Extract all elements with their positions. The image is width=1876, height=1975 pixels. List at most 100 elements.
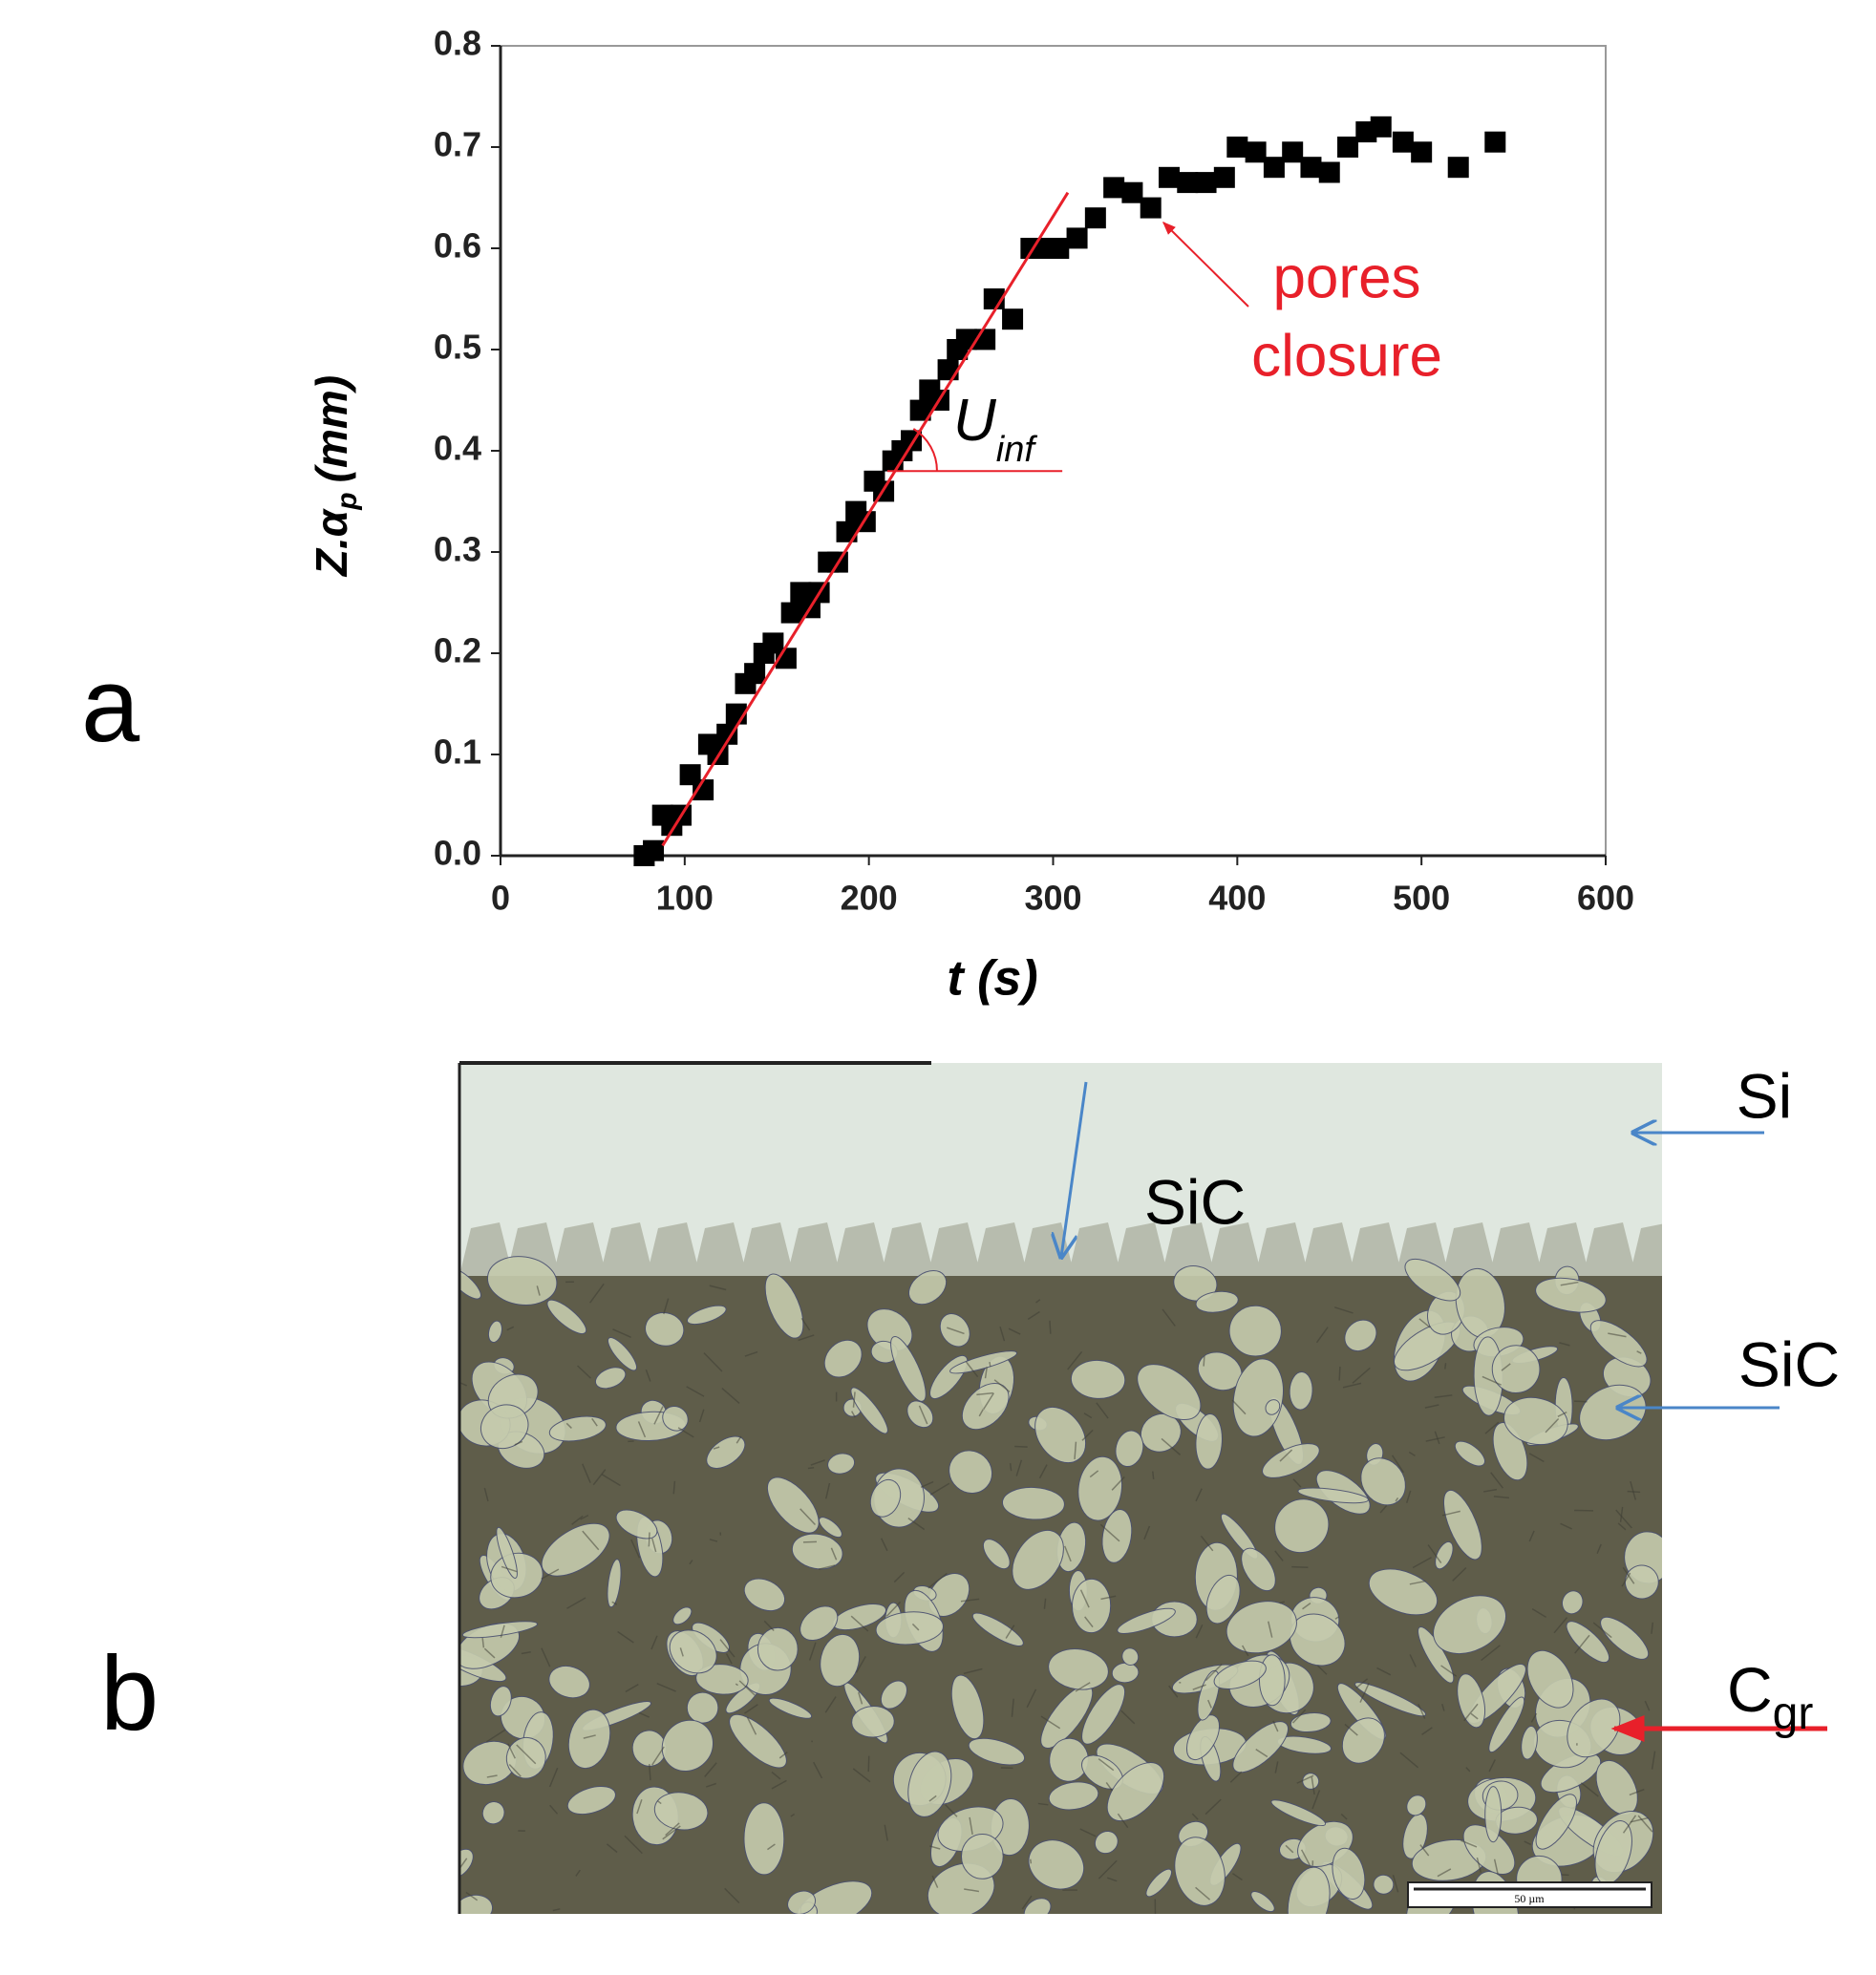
si-label: Si xyxy=(1737,1060,1793,1131)
texture-line xyxy=(1412,1557,1432,1569)
texture-line xyxy=(1409,1580,1426,1585)
texture-line xyxy=(686,1386,705,1397)
data-point xyxy=(955,329,977,350)
texture-line xyxy=(636,1799,643,1815)
texture-line xyxy=(1338,1366,1341,1381)
texture-line xyxy=(1021,1895,1033,1910)
sic-grain xyxy=(1503,1396,1568,1446)
texture-line xyxy=(1229,1771,1243,1783)
texture-line xyxy=(885,1601,902,1617)
texture-line xyxy=(1441,1510,1460,1517)
sic-grain xyxy=(1195,1413,1223,1470)
texture-line xyxy=(1333,1306,1354,1314)
texture-line xyxy=(927,1572,948,1589)
texture-line xyxy=(744,1350,758,1357)
texture-line xyxy=(565,1422,572,1429)
texture-line xyxy=(725,1653,733,1665)
texture-line xyxy=(1419,1844,1430,1857)
sic-grain xyxy=(1001,1486,1065,1520)
sic-grain xyxy=(686,1305,727,1326)
texture-line xyxy=(465,1891,479,1901)
sic-grain xyxy=(645,1311,685,1347)
texture-line xyxy=(721,1387,740,1405)
texture-line xyxy=(851,1411,856,1418)
slope-label: Uinf xyxy=(953,388,1037,470)
crystal xyxy=(553,1222,607,1276)
texture-line xyxy=(1302,1603,1311,1610)
data-point xyxy=(1048,238,1070,259)
annotation: pores xyxy=(1272,244,1420,310)
texture-line xyxy=(1391,1455,1405,1474)
texture-line xyxy=(624,1835,643,1855)
texture-line xyxy=(1083,1412,1093,1419)
crystal xyxy=(1162,1222,1215,1276)
sic-grain xyxy=(1145,1868,1173,1898)
sic-grain xyxy=(1344,1319,1377,1352)
texture-line xyxy=(606,1843,618,1854)
annotation-arrow xyxy=(1162,222,1249,308)
sic-grain xyxy=(799,1605,839,1642)
fit-line xyxy=(661,191,1070,847)
texture-line xyxy=(802,1540,818,1543)
texture-line xyxy=(945,1804,958,1817)
sic-grain xyxy=(615,1509,658,1540)
texture-line xyxy=(1037,1802,1049,1806)
sic-grain xyxy=(1258,1654,1286,1707)
sic-grain xyxy=(1173,1265,1218,1302)
texture-line xyxy=(1089,1470,1099,1478)
data-point xyxy=(909,399,931,421)
sic-grain xyxy=(1185,1714,1221,1761)
texture-line xyxy=(1191,1813,1199,1820)
x-tick-label: 500 xyxy=(1393,879,1450,918)
data-point xyxy=(1195,172,1217,194)
texture-line xyxy=(778,1751,788,1759)
sic-grain xyxy=(827,1453,856,1475)
texture-line xyxy=(855,1656,866,1673)
crystal xyxy=(1583,1222,1636,1276)
sic-grain xyxy=(548,1415,607,1442)
sic-grain xyxy=(1274,1498,1330,1554)
texture-line xyxy=(1434,1394,1453,1399)
texture-line xyxy=(928,1794,937,1802)
texture-line xyxy=(1067,1350,1083,1370)
texture-line xyxy=(1596,1543,1602,1555)
texture-line xyxy=(1630,1480,1637,1500)
sic-grain xyxy=(1484,1786,1503,1843)
crystal xyxy=(693,1222,747,1276)
arrow xyxy=(1061,1081,1088,1257)
texture-line xyxy=(1192,1684,1206,1690)
texture-line xyxy=(575,1869,581,1877)
texture-line xyxy=(807,1467,815,1470)
texture-line xyxy=(1560,1522,1572,1530)
texture-line xyxy=(984,1367,988,1379)
texture-line xyxy=(485,1729,506,1743)
texture-line xyxy=(810,1459,825,1466)
texture-line xyxy=(1117,1813,1129,1829)
texture-line xyxy=(541,1647,551,1667)
texture-line xyxy=(1038,1464,1048,1479)
texture-line xyxy=(771,1779,787,1790)
texture-line xyxy=(852,1768,871,1783)
texture-line xyxy=(1291,1709,1307,1724)
sic-grain xyxy=(1566,1621,1610,1664)
data-point xyxy=(780,602,802,624)
sic-grain xyxy=(1094,1830,1119,1855)
data-point xyxy=(1084,207,1106,229)
plot-frame xyxy=(500,45,1607,857)
texture-line xyxy=(651,1538,657,1553)
sic-grain xyxy=(1561,1590,1584,1615)
texture-line xyxy=(1483,1488,1498,1493)
texture-line xyxy=(798,1334,815,1342)
sic-grain xyxy=(1077,1455,1123,1521)
texture-line xyxy=(589,1283,605,1304)
texture-line xyxy=(709,1285,727,1291)
sic-grain xyxy=(1373,1874,1395,1895)
texture-line xyxy=(672,1480,676,1495)
sic-grain xyxy=(1137,1364,1202,1420)
texture-line xyxy=(818,1564,836,1570)
texture-line xyxy=(1421,1727,1433,1736)
texture-line xyxy=(1460,1839,1478,1848)
texture-line xyxy=(1168,1685,1179,1698)
scale-bar xyxy=(1407,1881,1652,1908)
